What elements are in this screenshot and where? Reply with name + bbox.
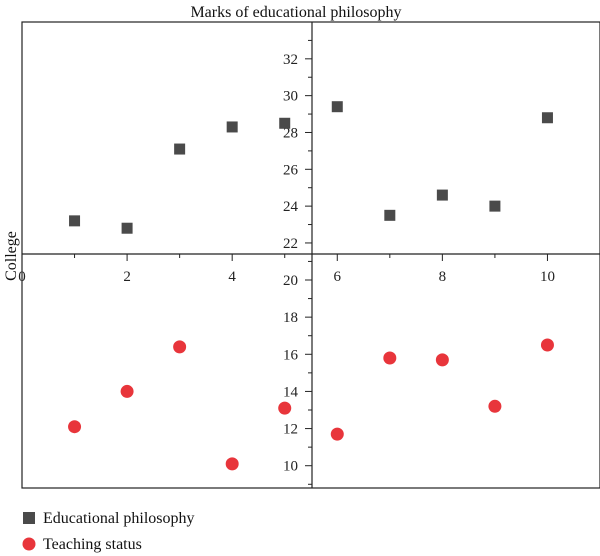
y-tick-label: 32 bbox=[283, 52, 298, 68]
teaching-status-point bbox=[278, 401, 292, 415]
y-tick-label: 26 bbox=[283, 162, 299, 178]
educational-philosophy-point bbox=[436, 189, 448, 201]
legend-label-educational-philosophy: Educational philosophy bbox=[43, 510, 195, 527]
educational-philosophy-point bbox=[541, 112, 553, 124]
teaching-status-point bbox=[68, 420, 82, 434]
y-tick-label: 28 bbox=[283, 125, 298, 141]
legend: Educational philosophy Teaching status bbox=[22, 510, 195, 553]
legend-circle-marker bbox=[22, 537, 36, 551]
teaching-status-point bbox=[540, 338, 554, 352]
educational-philosophy-point bbox=[279, 117, 291, 129]
teaching-status-point bbox=[225, 457, 239, 471]
plot-frame bbox=[21, 21, 600, 489]
teaching-status-point bbox=[330, 427, 344, 441]
y-tick-label: 18 bbox=[283, 310, 298, 326]
educational-philosophy-point bbox=[384, 209, 396, 221]
y-tick-label: 24 bbox=[283, 199, 299, 215]
educational-philosophy-point bbox=[174, 143, 186, 155]
y-axis-label: College bbox=[3, 231, 20, 281]
x-tick-label: 0 bbox=[18, 269, 26, 285]
educational-philosophy-point bbox=[331, 101, 343, 113]
educational-philosophy-point bbox=[69, 215, 81, 227]
teaching-status-point bbox=[488, 399, 502, 413]
y-tick-label: 10 bbox=[283, 459, 298, 475]
x-tick-label: 2 bbox=[123, 269, 131, 285]
x-tick-label: 4 bbox=[228, 269, 236, 285]
teaching-status-point bbox=[173, 340, 187, 354]
x-tick-label: 6 bbox=[334, 269, 342, 285]
y-tick-label: 16 bbox=[283, 347, 299, 363]
educational-philosophy-point bbox=[121, 222, 133, 234]
legend-label-teaching-status: Teaching status bbox=[43, 536, 142, 553]
x-tick-label: 10 bbox=[540, 269, 555, 285]
y-tick-label: 20 bbox=[283, 273, 298, 289]
educational-philosophy-point bbox=[489, 200, 501, 212]
teaching-status-point bbox=[120, 384, 134, 398]
teaching-status-point bbox=[383, 351, 397, 365]
educational-philosophy-point bbox=[226, 121, 238, 133]
legend-square-marker bbox=[23, 512, 35, 524]
y-tick-label: 12 bbox=[283, 422, 298, 438]
y-tick-label: 30 bbox=[283, 89, 298, 105]
y-tick-label: 22 bbox=[283, 236, 298, 252]
x-tick-label: 8 bbox=[439, 269, 447, 285]
y-tick-label: 14 bbox=[283, 384, 299, 400]
chart-title: Marks of educational philosophy bbox=[190, 4, 401, 21]
data-points bbox=[68, 101, 554, 471]
teaching-status-point bbox=[435, 353, 449, 367]
